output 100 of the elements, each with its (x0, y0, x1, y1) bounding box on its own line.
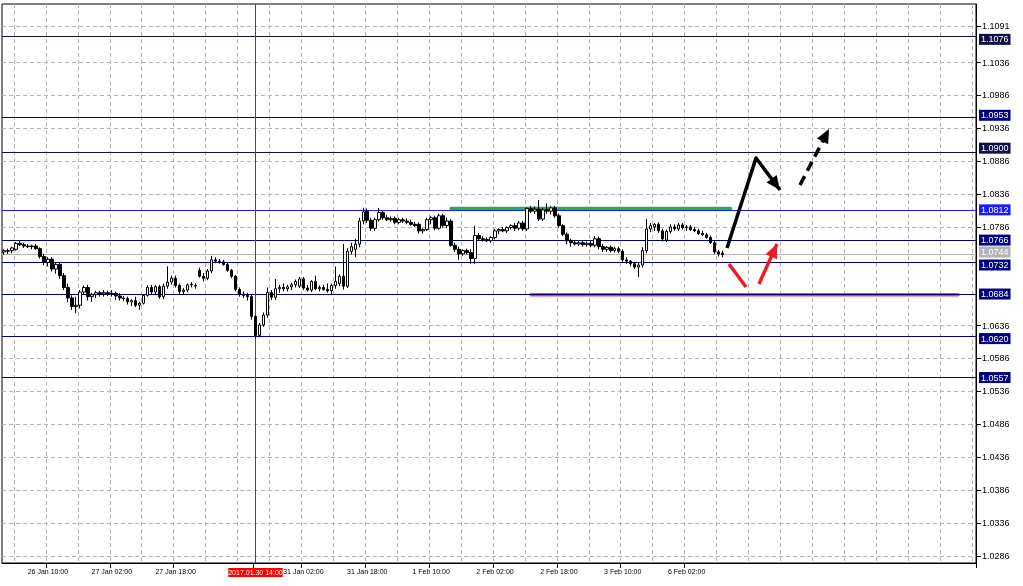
ref-line-label: 1.0557 (981, 372, 1009, 383)
candlestick (461, 248, 465, 257)
candlestick (525, 206, 529, 232)
candlestick (118, 292, 122, 302)
candlestick (577, 240, 581, 247)
candlestick (114, 290, 118, 301)
candlestick (158, 284, 161, 300)
candlestick (94, 290, 98, 299)
candlestick (326, 283, 329, 294)
candlestick (154, 284, 157, 296)
candlestick (54, 261, 58, 275)
candlestick (585, 240, 589, 248)
candlestick (22, 242, 26, 249)
candlestick (397, 217, 401, 225)
candlestick (505, 225, 509, 234)
ref-line-label: 1.1076 (981, 34, 1009, 45)
candlestick (621, 248, 624, 263)
candlestick (130, 298, 133, 307)
ref-line-label: 1.0620 (981, 333, 1009, 344)
candlestick (342, 243, 345, 290)
candlestick (194, 283, 197, 290)
candlestick (481, 235, 485, 242)
candlestick (134, 296, 137, 308)
candlestick (405, 217, 409, 225)
candlestick (294, 279, 297, 288)
y-tick-label: 1.0886 (982, 156, 1010, 167)
candlestick (449, 218, 453, 248)
candlestick (122, 295, 125, 302)
y-tick-label: 1.0436 (982, 452, 1010, 463)
candlestick (182, 287, 185, 296)
y-tick-label: 1.0536 (982, 386, 1010, 397)
candlestick (286, 284, 289, 292)
candlestick (677, 222, 680, 232)
candlestick (721, 250, 724, 258)
candlestick (701, 230, 704, 237)
y-tick-label: 1.0636 (982, 320, 1010, 331)
candlestick (609, 244, 613, 254)
candlestick (30, 244, 34, 250)
candlestick (186, 283, 189, 293)
y-tick-label: 1.1091 (982, 21, 1010, 32)
candlestick (86, 284, 90, 302)
candlestick (26, 243, 30, 249)
candlestick (190, 281, 193, 288)
y-tick-label: 1.0836 (982, 189, 1010, 200)
candlestick (346, 247, 349, 289)
y-tick-label: 1.0486 (982, 419, 1010, 430)
candlestick (613, 246, 616, 254)
candlestick (573, 239, 577, 246)
candlestick (433, 215, 437, 231)
candlestick (697, 228, 700, 236)
candlestick (298, 276, 301, 289)
y-tick-label: 1.0936 (982, 123, 1010, 134)
candlestick (98, 290, 102, 298)
candlestick (653, 222, 656, 232)
candlestick (385, 214, 389, 222)
candlestick (50, 256, 54, 273)
candlestick (389, 215, 393, 223)
candlestick (497, 227, 501, 235)
candlestick (681, 222, 684, 231)
candlestick (705, 232, 708, 240)
candlestick (218, 258, 221, 265)
candlestick (242, 290, 245, 299)
candlestick (549, 205, 553, 215)
candlestick (693, 226, 696, 233)
candlestick (102, 289, 106, 298)
candlestick (381, 210, 385, 221)
y-tick-label: 1.0386 (982, 485, 1010, 495)
candlestick (150, 284, 153, 295)
candlestick (290, 282, 293, 291)
candlestick (417, 221, 421, 235)
y-tick-label: 1.0586 (982, 353, 1010, 364)
candlestick (593, 235, 597, 248)
ref-line-label: 1.0744 (981, 247, 1009, 258)
y-tick-label: 1.0336 (982, 517, 1010, 528)
ref-line-label: 1.0812 (981, 204, 1009, 215)
candlestick (581, 239, 585, 248)
ref-line-label: 1.0953 (981, 110, 1009, 121)
y-tick-label: 1.0286 (982, 550, 1010, 561)
candlestick (537, 199, 541, 222)
candlestick (509, 223, 513, 231)
candlestick (302, 276, 305, 291)
candlestick (589, 240, 593, 248)
candlestick (322, 284, 325, 292)
candlestick (425, 217, 429, 232)
candlestick (513, 222, 517, 232)
candlestick (605, 245, 609, 253)
ref-line-label: 1.0766 (981, 235, 1009, 246)
candlestick (457, 246, 461, 261)
candlestick (274, 278, 277, 301)
candlestick (485, 236, 489, 243)
candlestick (110, 289, 114, 298)
candlestick (629, 259, 632, 267)
candlestick (14, 241, 18, 252)
candlestick (310, 279, 313, 293)
candlestick (493, 228, 497, 240)
candlestick (106, 290, 110, 297)
candlestick (202, 272, 205, 283)
candlestick (393, 215, 397, 225)
candlestick (198, 267, 201, 279)
y-tick-label: 1.0786 (982, 221, 1010, 232)
